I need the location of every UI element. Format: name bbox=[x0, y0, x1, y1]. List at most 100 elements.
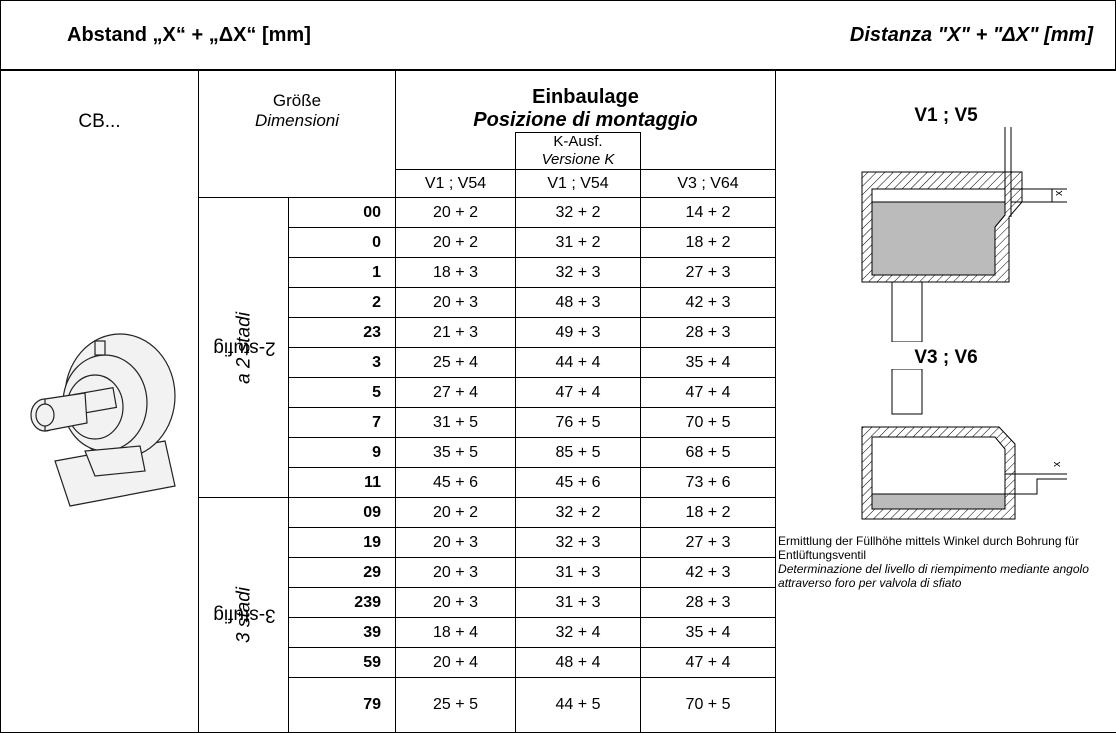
value-cell: 20 + 3 bbox=[396, 558, 516, 588]
caption-it: Determinazione del livello di riempiment… bbox=[778, 562, 1089, 590]
size-cell: 59 bbox=[289, 648, 396, 678]
value-cell: 35 + 4 bbox=[641, 348, 776, 378]
column-header: V3 ; V64 bbox=[641, 170, 776, 198]
value-cell: 21 + 3 bbox=[396, 318, 516, 348]
value-cell: 47 + 4 bbox=[641, 648, 776, 678]
column-header: V1 ; V54 bbox=[396, 170, 516, 198]
product: CB... bbox=[1, 111, 198, 133]
size-cell: 11 bbox=[289, 468, 396, 498]
value-cell: 47 + 4 bbox=[516, 378, 641, 408]
mount-header-de: Einbaulage bbox=[396, 86, 775, 109]
k-header-it: Versione K bbox=[542, 151, 615, 168]
size-cell: 2 bbox=[289, 288, 396, 318]
table: CB... Größe Dimensioni Einbaulage Posizi… bbox=[0, 70, 1116, 733]
value-cell: 35 + 4 bbox=[641, 618, 776, 648]
value-cell: 70 + 5 bbox=[641, 678, 776, 733]
mount-header-it: Posizione di montaggio bbox=[473, 109, 697, 131]
diagram-top: x bbox=[777, 127, 1116, 342]
group-label-de: 2-stufig bbox=[212, 337, 274, 358]
empty-cell bbox=[641, 133, 776, 170]
value-cell: 70 + 5 bbox=[641, 408, 776, 438]
size-header-de: Größe bbox=[199, 91, 395, 111]
value-cell: 31 + 2 bbox=[516, 228, 641, 258]
x-label: x bbox=[1052, 190, 1064, 196]
size-cell: 19 bbox=[289, 528, 396, 558]
value-cell: 32 + 2 bbox=[516, 498, 641, 528]
size-cell: 3 bbox=[289, 348, 396, 378]
value-cell: 31 + 3 bbox=[516, 558, 641, 588]
value-cell: 44 + 5 bbox=[516, 678, 641, 733]
value-cell: 27 + 4 bbox=[396, 378, 516, 408]
value-cell: 31 + 3 bbox=[516, 588, 641, 618]
value-cell: 20 + 2 bbox=[396, 228, 516, 258]
size-cell: 09 bbox=[289, 498, 396, 528]
value-cell: 20 + 2 bbox=[396, 198, 516, 228]
diagram-top-label: V1 ; V5 bbox=[776, 105, 1116, 127]
size-header: Größe Dimensioni bbox=[199, 71, 396, 198]
value-cell: 18 + 3 bbox=[396, 258, 516, 288]
gearbox-image bbox=[15, 311, 185, 511]
diagram-cell: V1 ; V5 x V3 ; V6 x Ermittlung der Füllh… bbox=[776, 71, 1116, 733]
size-cell: 1 bbox=[289, 258, 396, 288]
value-cell: 32 + 3 bbox=[516, 528, 641, 558]
value-cell: 18 + 2 bbox=[641, 498, 776, 528]
value-cell: 42 + 3 bbox=[641, 288, 776, 318]
value-cell: 32 + 3 bbox=[516, 258, 641, 288]
value-cell: 42 + 3 bbox=[641, 558, 776, 588]
value-cell: 44 + 4 bbox=[516, 348, 641, 378]
size-cell: 9 bbox=[289, 438, 396, 468]
value-cell: 35 + 5 bbox=[396, 438, 516, 468]
k-header: K-Ausf. Versione K bbox=[516, 133, 641, 170]
value-cell: 28 + 3 bbox=[641, 588, 776, 618]
page: Abstand „X“ + „ΔX“ [mm] Distanza "X" + "… bbox=[0, 0, 1116, 731]
value-cell: 20 + 3 bbox=[396, 288, 516, 318]
header: Abstand „X“ + „ΔX“ [mm] Distanza "X" + "… bbox=[0, 0, 1116, 70]
size-cell: 239 bbox=[289, 588, 396, 618]
value-cell: 48 + 3 bbox=[516, 288, 641, 318]
value-cell: 32 + 4 bbox=[516, 618, 641, 648]
value-cell: 68 + 5 bbox=[641, 438, 776, 468]
size-header-it: Dimensioni bbox=[255, 111, 339, 130]
value-cell: 48 + 4 bbox=[516, 648, 641, 678]
value-cell: 32 + 2 bbox=[516, 198, 641, 228]
value-cell: 76 + 5 bbox=[516, 408, 641, 438]
mount-header: Einbaulage Posizione di montaggio bbox=[396, 71, 776, 133]
value-cell: 27 + 3 bbox=[641, 258, 776, 288]
value-cell: 49 + 3 bbox=[516, 318, 641, 348]
value-cell: 18 + 2 bbox=[641, 228, 776, 258]
size-cell: 23 bbox=[289, 318, 396, 348]
value-cell: 25 + 5 bbox=[396, 678, 516, 733]
empty-cell bbox=[396, 133, 516, 170]
size-cell: 29 bbox=[289, 558, 396, 588]
product-cell: CB... bbox=[1, 71, 199, 733]
size-cell: 00 bbox=[289, 198, 396, 228]
group-label-de: 3-stufig bbox=[212, 605, 274, 626]
diagram-bottom: x bbox=[777, 369, 1116, 529]
value-cell: 31 + 5 bbox=[396, 408, 516, 438]
value-cell: 14 + 2 bbox=[641, 198, 776, 228]
column-header: V1 ; V54 bbox=[516, 170, 641, 198]
diagram-bottom-label: V3 ; V6 bbox=[776, 347, 1116, 369]
value-cell: 20 + 2 bbox=[396, 498, 516, 528]
value-cell: 73 + 6 bbox=[641, 468, 776, 498]
size-cell: 7 bbox=[289, 408, 396, 438]
size-cell: 79 bbox=[289, 678, 396, 733]
header-left: Abstand „X“ + „ΔX“ [mm] bbox=[67, 24, 311, 47]
value-cell: 45 + 6 bbox=[516, 468, 641, 498]
x-label: x bbox=[1050, 461, 1062, 467]
k-header-de: K-Ausf. bbox=[516, 133, 640, 151]
size-cell: 39 bbox=[289, 618, 396, 648]
size-cell: 0 bbox=[289, 228, 396, 258]
value-cell: 47 + 4 bbox=[641, 378, 776, 408]
value-cell: 27 + 3 bbox=[641, 528, 776, 558]
value-cell: 25 + 4 bbox=[396, 348, 516, 378]
header-right: Distanza "X" + "ΔX" [mm] bbox=[850, 24, 1093, 47]
value-cell: 45 + 6 bbox=[396, 468, 516, 498]
caption-de: Ermittlung der Füllhöhe mittels Winkel d… bbox=[776, 534, 1116, 562]
value-cell: 85 + 5 bbox=[516, 438, 641, 468]
value-cell: 28 + 3 bbox=[641, 318, 776, 348]
value-cell: 18 + 4 bbox=[396, 618, 516, 648]
value-cell: 20 + 3 bbox=[396, 528, 516, 558]
value-cell: 20 + 4 bbox=[396, 648, 516, 678]
